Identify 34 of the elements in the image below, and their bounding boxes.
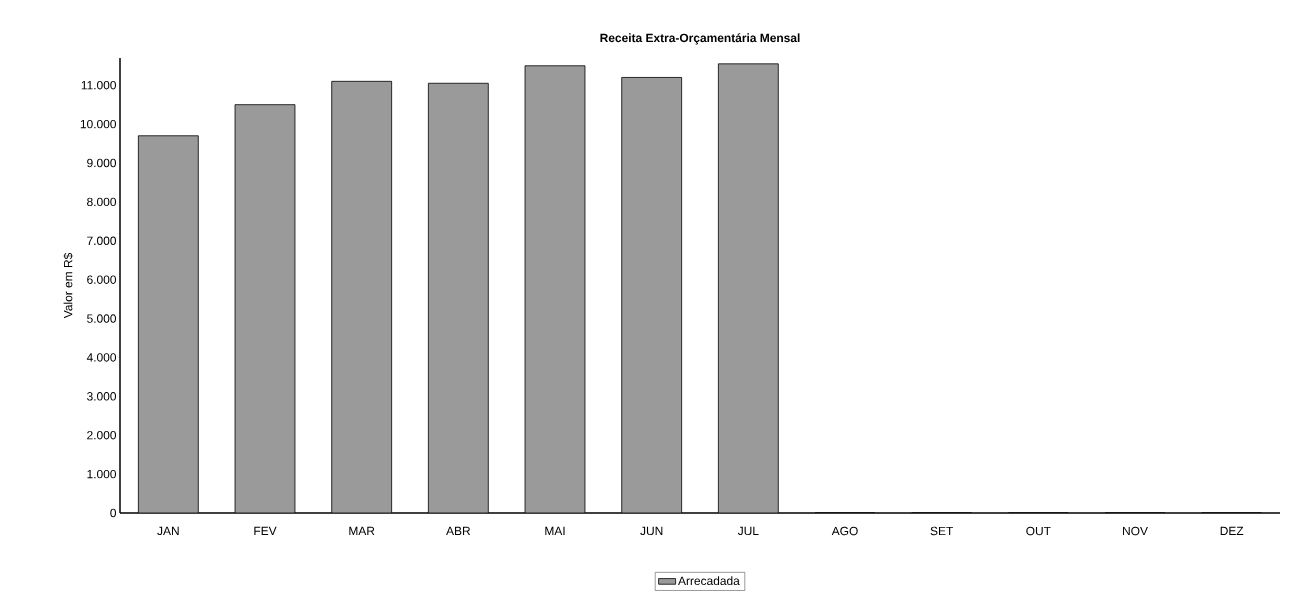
x-tick-label: NOV <box>1123 526 1148 536</box>
legend-label: Arrecadada <box>678 576 740 586</box>
x-tick-label: AGO <box>831 526 858 536</box>
y-tick-label: 4.000 <box>86 353 117 362</box>
x-tick-label: JUN <box>640 526 663 536</box>
bar <box>717 63 779 513</box>
y-axis-title: Valor em R$ <box>63 252 74 319</box>
bar <box>621 77 683 513</box>
x-tick-label: JAN <box>157 526 179 536</box>
x-tick-label: JUL <box>737 526 759 536</box>
y-tick-label: 1.000 <box>87 469 117 479</box>
bar <box>524 65 586 513</box>
y-tick-label: 8.000 <box>87 197 117 207</box>
y-tick-label: 5.000 <box>87 314 117 323</box>
y-tick-label: 0 <box>110 508 117 518</box>
x-tick-label: FEV <box>254 526 277 535</box>
bar <box>234 104 296 513</box>
y-tick-label: 11.000 <box>81 80 117 90</box>
x-tick-label: ABR <box>446 526 471 535</box>
y-tick-label: 9.000 <box>87 158 117 168</box>
x-tick-label: MAR <box>349 526 375 535</box>
y-tick-label: 6.000 <box>87 275 117 284</box>
x-tick-label: OUT <box>1026 526 1051 536</box>
bar <box>331 80 393 513</box>
bar <box>427 82 489 513</box>
chart-title: Receita Extra-Orçamentária Mensal <box>600 33 800 45</box>
x-tick-label: MAI <box>545 526 565 535</box>
x-tick-label: SET <box>930 526 954 536</box>
bar <box>137 135 199 513</box>
y-tick-label: 10.000 <box>80 119 117 129</box>
y-tick-label: 7.000 <box>87 236 117 245</box>
y-tick-label: 3.000 <box>87 392 117 401</box>
y-tick-label: 2.000 <box>87 430 117 440</box>
x-tick-label: DEZ <box>1220 526 1244 535</box>
